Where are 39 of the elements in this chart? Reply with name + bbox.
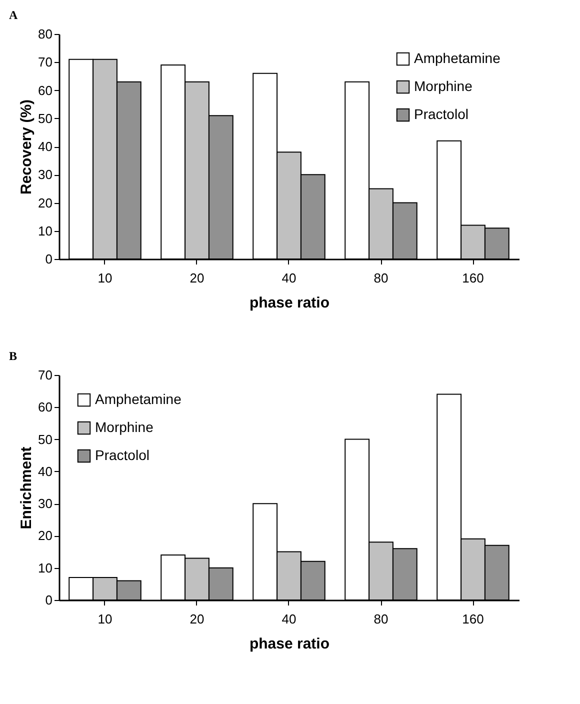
y-axis-title: Recovery (%) bbox=[18, 99, 36, 195]
legend-label: Practolol bbox=[414, 106, 468, 122]
y-tick-label: 60 bbox=[38, 82, 52, 98]
y-tick-label: 40 bbox=[38, 139, 52, 154]
y-axis-title: Enrichment bbox=[18, 446, 36, 530]
legend-label: Practolol bbox=[95, 447, 150, 463]
y-tick-label: 50 bbox=[38, 110, 52, 126]
x-tick-label: 40 bbox=[282, 270, 296, 286]
x-tick-label: 40 bbox=[282, 612, 296, 626]
chart-title: A bbox=[9, 8, 18, 22]
y-tick-label: 20 bbox=[38, 528, 52, 544]
x-tick-label: 80 bbox=[374, 612, 388, 626]
y-tick-label: 20 bbox=[38, 195, 52, 210]
y-tick-label: 70 bbox=[38, 368, 52, 382]
y-tick-label: 70 bbox=[38, 54, 52, 70]
x-tick-label: 10 bbox=[98, 270, 112, 286]
x-tick-label: 10 bbox=[98, 612, 112, 626]
y-tick-label: 50 bbox=[38, 432, 52, 447]
chart-title: B bbox=[9, 349, 18, 363]
x-tick-label: 80 bbox=[374, 270, 388, 286]
y-tick-label: 30 bbox=[38, 167, 52, 182]
y-tick-label: 60 bbox=[38, 400, 52, 415]
legend-label: Morphine bbox=[414, 78, 473, 94]
x-tick-label: 160 bbox=[462, 612, 484, 626]
x-tick-label: 20 bbox=[190, 612, 204, 626]
x-tick-label: 20 bbox=[190, 270, 204, 286]
legend-label: Amphetamine bbox=[414, 50, 501, 66]
y-tick-label: 10 bbox=[38, 223, 52, 238]
x-axis-title: phase ratio bbox=[249, 636, 330, 652]
y-tick-label: 80 bbox=[38, 26, 52, 42]
y-tick-label: 0 bbox=[45, 592, 52, 608]
y-tick-label: 0 bbox=[45, 252, 52, 266]
x-axis-title: phase ratio bbox=[249, 294, 330, 312]
y-tick-label: 40 bbox=[38, 464, 52, 479]
y-tick-label: 10 bbox=[38, 560, 52, 576]
y-tick-label: 30 bbox=[38, 496, 52, 512]
legend-label: Morphine bbox=[95, 419, 154, 435]
legend-label: Amphetamine bbox=[95, 391, 182, 407]
x-tick-label: 160 bbox=[462, 270, 484, 286]
